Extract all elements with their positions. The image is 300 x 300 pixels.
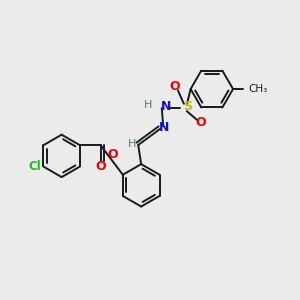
Text: O: O [95,160,106,173]
Text: CH₃: CH₃ [249,84,268,94]
Text: N: N [161,100,171,113]
Text: S: S [183,100,192,113]
Text: O: O [195,116,206,129]
Text: H: H [128,139,136,148]
Text: O: O [170,80,180,93]
Text: N: N [159,121,170,134]
Text: H: H [144,100,153,110]
Text: O: O [107,148,118,161]
Text: Cl: Cl [28,160,41,173]
